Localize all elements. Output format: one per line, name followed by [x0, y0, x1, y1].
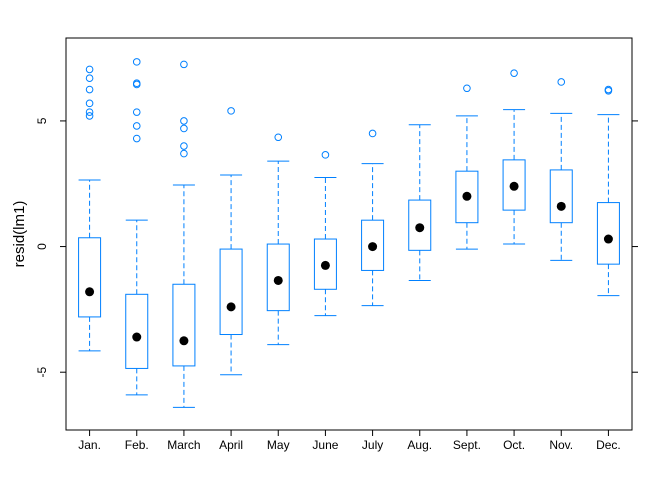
x-tick-label: Jan.	[78, 438, 101, 452]
median-point	[273, 275, 283, 285]
median-point	[556, 201, 566, 211]
box-iqr	[549, 169, 573, 224]
x-tick-label: Oct.	[503, 438, 525, 452]
outlier-point	[557, 78, 566, 86]
median-point	[226, 302, 236, 312]
outlier-point	[85, 85, 94, 94]
y-tick-label: -5	[35, 367, 49, 378]
outlier-point	[85, 65, 94, 74]
y-tick-label: 5	[35, 117, 49, 124]
outlier-point	[227, 107, 235, 115]
x-tick-label: April	[219, 438, 243, 452]
outlier-point	[180, 60, 188, 69]
outlier-point	[604, 86, 613, 95]
median-point	[85, 287, 95, 297]
outlier-point	[180, 142, 188, 150]
x-tick-label: March	[167, 438, 200, 452]
y-tick-label: 0	[35, 243, 49, 250]
outlier-point	[274, 133, 283, 142]
outlier-point	[321, 151, 330, 159]
x-tick-label: Sept.	[453, 438, 481, 452]
outlier-point	[463, 84, 471, 93]
median-point	[509, 181, 519, 191]
median-point	[132, 332, 142, 342]
outlier-point	[85, 74, 94, 83]
x-tick-label: Aug.	[407, 438, 432, 452]
outlier-point	[510, 69, 518, 77]
outlier-point	[85, 108, 94, 116]
x-tick-label: June	[312, 438, 338, 452]
outlier-point	[85, 112, 94, 120]
x-tick-label: Nov.	[549, 438, 573, 452]
outlier-point	[180, 117, 188, 125]
box-iqr	[172, 283, 196, 367]
box-iqr	[596, 202, 620, 265]
x-tick-label: May	[267, 438, 290, 452]
outlier-point	[368, 129, 377, 138]
median-point	[415, 223, 425, 233]
outlier-point	[132, 122, 141, 130]
outlier-point	[132, 58, 141, 66]
outlier-point	[85, 99, 94, 108]
x-tick-label: Feb.	[125, 438, 149, 452]
outlier-point	[132, 108, 141, 116]
outlier-point	[132, 134, 141, 143]
median-point	[603, 234, 613, 244]
x-tick-label: Dec.	[596, 438, 621, 452]
median-point	[320, 260, 330, 270]
outlier-point	[180, 124, 188, 133]
outlier-point	[180, 149, 188, 158]
x-tick-label: July	[362, 438, 383, 452]
plot-frame	[65, 37, 633, 431]
box-iqr	[219, 248, 243, 336]
box-iqr	[125, 293, 149, 369]
box-iqr	[78, 237, 102, 318]
median-point	[462, 191, 472, 201]
y-axis-title: resid(lm1)	[11, 201, 28, 268]
median-point	[368, 242, 378, 252]
median-point	[179, 336, 189, 346]
outlier-point	[132, 80, 141, 89]
